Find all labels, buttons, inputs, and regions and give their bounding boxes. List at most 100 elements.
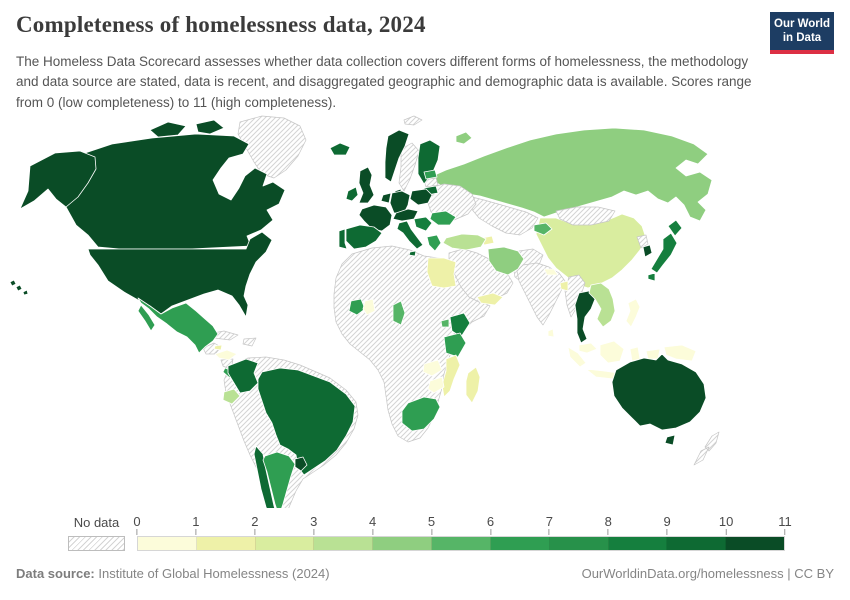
country-iceland[interactable] [329, 142, 351, 156]
legend-tick-mark [431, 529, 433, 535]
country-jamaica[interactable] [213, 344, 223, 351]
region-eastern-europe-no-data[interactable] [426, 183, 477, 221]
legend-color-segment[interactable] [432, 537, 491, 550]
legend-tick: 1 [192, 514, 200, 535]
country-mozambique[interactable] [441, 354, 461, 398]
country-ecuador[interactable] [222, 388, 241, 405]
country-yemen[interactable] [476, 292, 504, 306]
country-egypt[interactable] [426, 257, 457, 289]
country-ghana[interactable] [362, 298, 376, 316]
legend-tick: 10 [719, 514, 733, 535]
country-sweden[interactable] [398, 142, 420, 192]
country-kyrgyzstan[interactable] [533, 222, 553, 236]
legend-color-segment[interactable] [255, 537, 315, 550]
region-middle-east-no-data[interactable] [448, 248, 514, 304]
region-central-asia-no-data[interactable] [467, 195, 539, 236]
country-spain[interactable] [345, 224, 383, 250]
legend-color-segment[interactable] [314, 537, 374, 550]
country-greece[interactable] [426, 234, 442, 252]
country-honduras[interactable] [214, 349, 238, 361]
country-france[interactable] [358, 204, 393, 232]
owid-logo[interactable]: Our World in Data [770, 12, 834, 54]
country-india[interactable] [516, 262, 566, 326]
legend-color-segment[interactable] [667, 537, 727, 550]
region-vietnam-laos-cambodia[interactable] [588, 282, 616, 328]
country-poland[interactable] [409, 188, 433, 206]
country-papua-new-guinea[interactable] [663, 344, 697, 362]
country-germany[interactable] [389, 190, 411, 214]
country-mexico[interactable] [137, 297, 219, 354]
legend-color-bar [137, 536, 785, 551]
country-italy[interactable] [396, 220, 424, 257]
legend-color-segment[interactable] [608, 537, 668, 550]
country-sri-lanka[interactable] [547, 328, 555, 338]
legend-tick-label: 11 [778, 514, 792, 529]
country-argentina[interactable] [262, 451, 296, 508]
country-new-zealand[interactable] [693, 431, 720, 466]
country-united-kingdom[interactable] [358, 166, 375, 204]
country-kenya[interactable] [449, 312, 471, 338]
country-united-states[interactable] [9, 150, 273, 318]
country-uganda[interactable] [440, 318, 450, 328]
country-brazil[interactable] [257, 367, 356, 476]
country-south-korea[interactable] [642, 244, 653, 258]
country-canada[interactable] [59, 119, 286, 250]
legend-no-data-label: No data [73, 515, 120, 530]
legend-tick-mark [254, 529, 256, 535]
legend-tick-label: 4 [369, 514, 377, 529]
legend-tick-mark [548, 529, 550, 535]
legend-tick-label: 7 [545, 514, 553, 529]
legend-no-data-swatch[interactable] [68, 536, 125, 551]
country-south-africa[interactable] [401, 396, 441, 432]
legend-tick: 7 [546, 514, 553, 535]
country-madagascar[interactable] [465, 366, 481, 404]
country-bangladesh[interactable] [559, 280, 569, 292]
country-iran[interactable] [487, 246, 525, 276]
legend-ticks: 0 1 2 3 4 5 6 7 8 9 10 11 [133, 514, 792, 536]
country-norway[interactable] [384, 129, 410, 183]
legend-color-segment[interactable] [373, 537, 433, 550]
legend-color-segment[interactable] [549, 537, 609, 550]
country-north-korea[interactable] [636, 234, 649, 249]
legend-tick-mark [489, 529, 491, 535]
region-hispaniola[interactable] [242, 337, 257, 347]
country-svalbard[interactable] [403, 115, 423, 126]
country-malaysia[interactable] [578, 342, 598, 354]
legend-tick-label: 5 [427, 514, 436, 529]
legend-color-segment[interactable] [490, 537, 550, 550]
legend-tick-label: 6 [486, 514, 495, 529]
legend-tick-mark [195, 529, 197, 535]
legend-tick: 8 [605, 514, 612, 535]
country-russia[interactable] [427, 127, 713, 222]
country-estonia[interactable] [423, 169, 438, 180]
country-greenland[interactable] [237, 115, 307, 179]
country-thailand[interactable] [574, 290, 596, 344]
country-zimbabwe[interactable] [427, 376, 445, 394]
country-cameroon[interactable] [392, 300, 406, 326]
country-philippines[interactable] [625, 298, 641, 328]
country-japan[interactable] [647, 219, 683, 282]
region-west-balkans[interactable] [413, 216, 433, 232]
legend-color-segment[interactable] [196, 537, 256, 550]
country-zambia[interactable] [422, 359, 443, 377]
country-ireland[interactable] [345, 186, 359, 202]
legend-tick-label: 2 [251, 514, 259, 529]
legend-color-segment[interactable] [726, 537, 784, 550]
credit-link[interactable]: OurWorldinData.org/homelessness | CC BY [581, 566, 834, 581]
country-turkey[interactable] [442, 233, 487, 251]
legend-tick-mark [372, 529, 374, 535]
country-uruguay[interactable] [294, 456, 308, 472]
country-romania[interactable] [429, 210, 457, 226]
legend-tick-mark [136, 529, 138, 535]
region-low-countries[interactable] [380, 192, 392, 204]
country-tanzania[interactable] [443, 332, 467, 358]
country-portugal[interactable] [338, 228, 348, 250]
country-nepal[interactable] [543, 268, 559, 276]
country-ivory-coast[interactable] [348, 298, 366, 316]
legend-color-segment[interactable] [138, 537, 197, 550]
legend-tick-mark [725, 529, 727, 535]
country-australia[interactable] [611, 353, 707, 446]
country-mongolia[interactable] [555, 206, 616, 226]
country-colombia[interactable] [227, 358, 259, 394]
